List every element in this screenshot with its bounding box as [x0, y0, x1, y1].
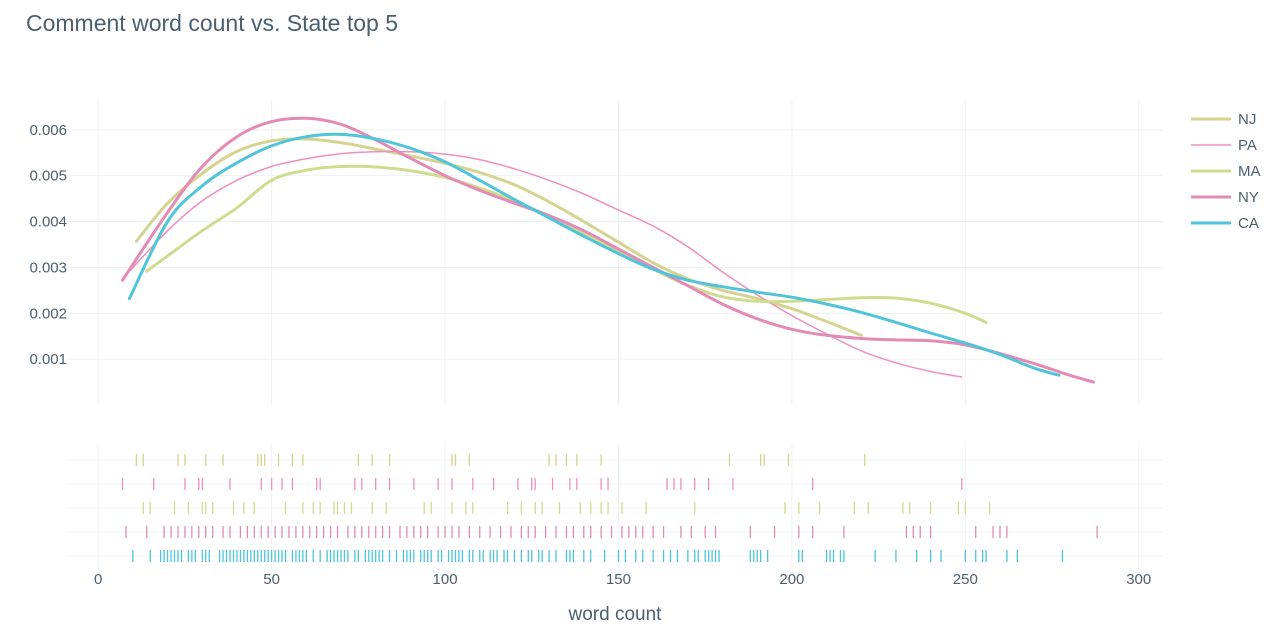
legend-item-ca[interactable]: CA: [1191, 215, 1259, 232]
kde-curve-ca: [127, 132, 1061, 377]
grid-layer: [67, 100, 1163, 570]
x-tick-label: 250: [953, 571, 978, 588]
kde-curve-pa: [121, 150, 963, 378]
x-tick-label: 50: [263, 571, 280, 588]
chart-title: Comment word count vs. State top 5: [26, 10, 399, 36]
legend-item-ny[interactable]: NY: [1191, 189, 1259, 206]
y-tick-label: 0.003: [29, 259, 67, 276]
legend-label: MA: [1238, 163, 1261, 180]
legend[interactable]: NJ PA MA NY CA: [1191, 111, 1261, 232]
x-tick-label: 200: [779, 571, 804, 588]
kde-curve-ma: [145, 164, 988, 324]
kde-curve-nj: [134, 137, 863, 337]
y-tick-label: 0.006: [29, 122, 67, 139]
y-tick-label: 0.001: [29, 351, 67, 368]
legend-item-nj[interactable]: NJ: [1191, 111, 1256, 128]
x-tick-label: 0: [94, 571, 102, 588]
legend-label: NJ: [1238, 111, 1256, 128]
kde-curve-ny: [121, 116, 1096, 384]
rug-plot: [121, 454, 1098, 562]
x-tick-label: 300: [1126, 571, 1151, 588]
legend-label: NY: [1238, 189, 1259, 206]
y-tick-label: 0.005: [29, 168, 67, 185]
y-tick-label: 0.002: [29, 305, 67, 322]
legend-label: PA: [1238, 137, 1257, 154]
kde-curves: [121, 116, 1096, 384]
x-tick-label: 150: [606, 571, 631, 588]
x-axis-title: word count: [568, 604, 663, 625]
legend-label: CA: [1238, 215, 1259, 232]
legend-item-pa[interactable]: PA: [1191, 137, 1257, 154]
x-tick-label: 100: [433, 571, 458, 588]
y-tick-label: 0.004: [29, 214, 67, 231]
legend-item-ma[interactable]: MA: [1191, 163, 1261, 180]
axes: 0 50 100 150 200 250 300 0.001 0.002 0.003 0.004 0.…: [29, 122, 1151, 588]
